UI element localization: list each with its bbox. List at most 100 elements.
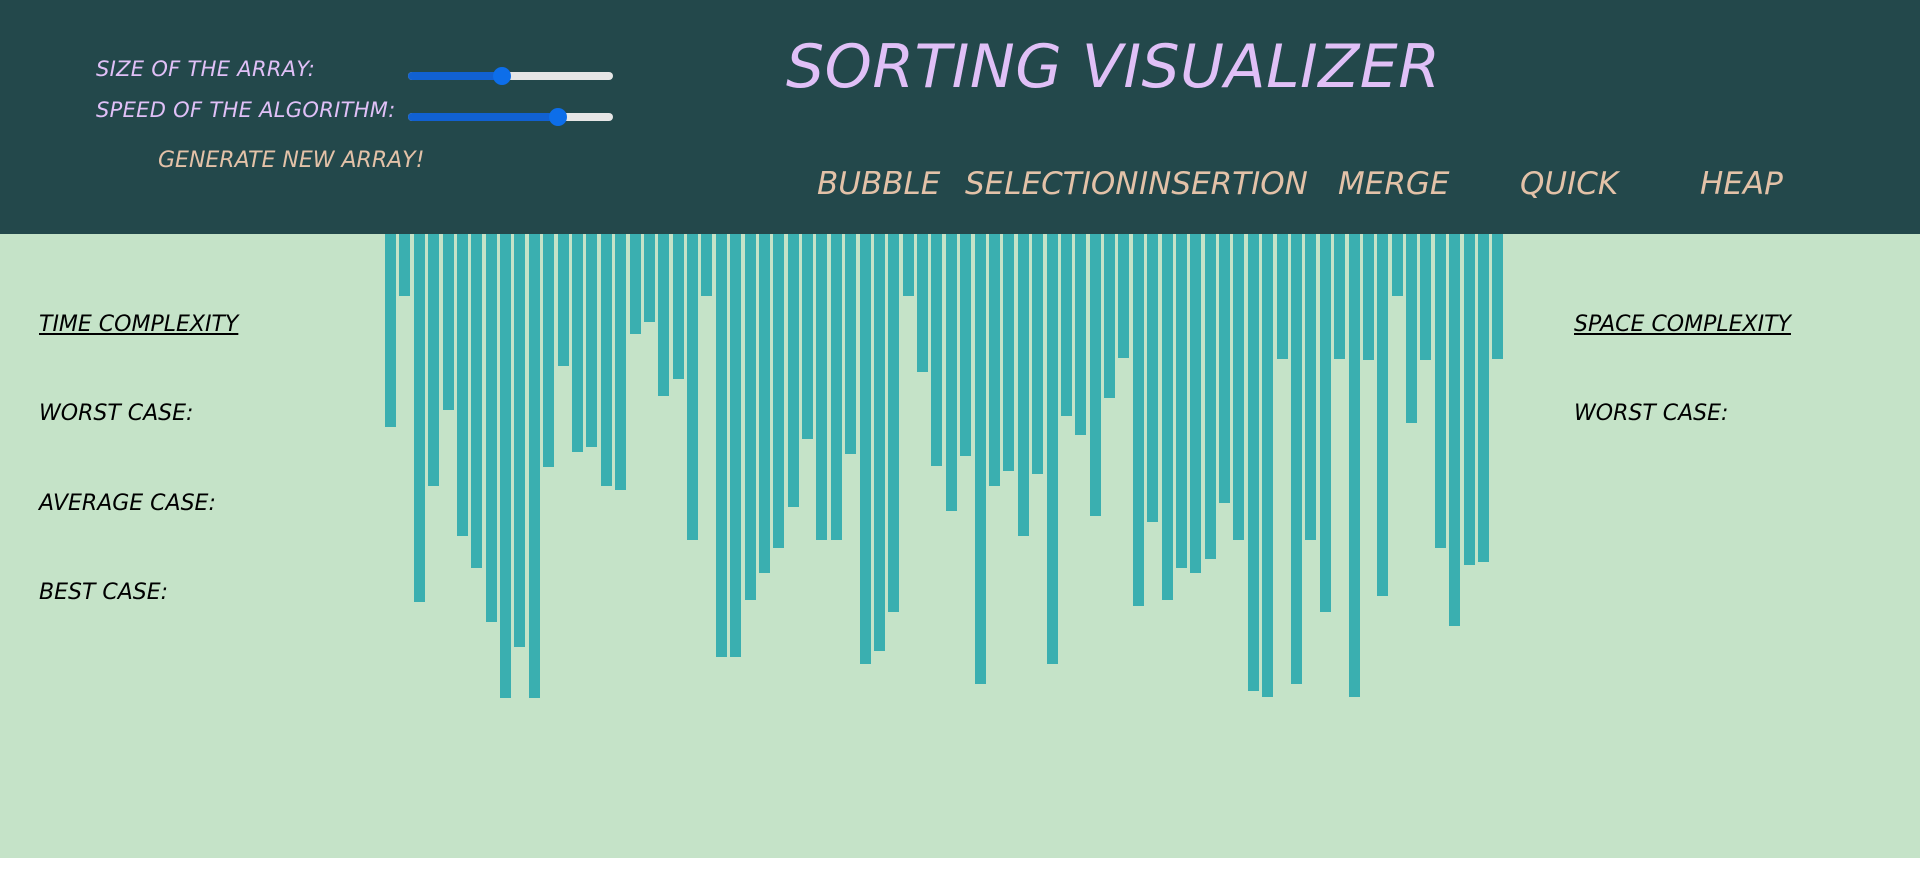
- array-bar: [1219, 234, 1230, 503]
- array-bar: [1334, 234, 1346, 359]
- array-bar: [1420, 234, 1432, 360]
- array-bar: [557, 234, 569, 366]
- array-bar: [1449, 234, 1461, 626]
- array-bar: [471, 234, 483, 568]
- array-bar: [629, 234, 641, 334]
- array-bar: [543, 234, 555, 467]
- array-bar: [1161, 234, 1173, 600]
- time-average-case-label: AVERAGE CASE:: [39, 491, 216, 516]
- array-bar: [1046, 234, 1058, 664]
- array-bar: [1089, 234, 1101, 516]
- array-bar: [485, 234, 497, 622]
- array-bar: [643, 234, 655, 322]
- array-bar: [1319, 234, 1331, 612]
- array-bar: [873, 234, 885, 651]
- insertion-sort-button[interactable]: INSERTION: [1139, 166, 1308, 202]
- array-bar: [413, 234, 425, 602]
- array-bar: [1175, 234, 1187, 568]
- array-bar: [802, 234, 813, 439]
- quick-sort-button[interactable]: QUICK: [1520, 166, 1619, 202]
- array-bar: [845, 234, 857, 454]
- array-bar: [830, 234, 842, 540]
- algorithm-speed-slider[interactable]: [408, 108, 613, 126]
- array-bar: [1348, 234, 1360, 697]
- array-bar: [1377, 234, 1389, 596]
- array-bar: [399, 234, 411, 296]
- array-bar: [1362, 234, 1374, 360]
- time-best-case-label: BEST CASE:: [39, 580, 169, 605]
- array-bar: [989, 234, 1000, 486]
- array-bar: [528, 234, 540, 698]
- array-size-label: SIZE OF THE ARRAY:: [96, 57, 316, 81]
- array-bar: [442, 234, 454, 410]
- array-bar: [1463, 234, 1475, 565]
- page-title: SORTING VISUALIZER: [786, 32, 1441, 102]
- array-bar: [960, 234, 972, 456]
- array-bar: [1003, 234, 1015, 471]
- array-bar: [1132, 234, 1144, 606]
- array-bar: [974, 234, 986, 684]
- array-bar: [1290, 234, 1302, 684]
- array-bar: [1060, 234, 1072, 416]
- algorithm-speed-label: SPEED OF THE ALGORITHM:: [96, 98, 396, 122]
- time-complexity-heading: TIME COMPLEXITY: [39, 312, 239, 337]
- array-bar: [931, 234, 943, 466]
- array-bar: [1434, 234, 1446, 548]
- array-bar: [571, 234, 583, 452]
- array-bar: [730, 234, 742, 657]
- array-bar: [1017, 234, 1029, 536]
- generate-new-array-button[interactable]: GENERATE NEW ARRAY!: [158, 148, 425, 173]
- time-worst-case-label: WORST CASE:: [39, 401, 194, 426]
- algorithm-speed-slider-thumb[interactable]: [548, 108, 567, 126]
- array-bar: [456, 234, 468, 536]
- array-bar: [1075, 234, 1087, 435]
- array-bar: [701, 234, 713, 296]
- array-bar: [1305, 234, 1317, 540]
- array-bar: [428, 234, 440, 486]
- array-bar: [1276, 234, 1288, 359]
- array-bar: [514, 234, 526, 647]
- array-bar: [500, 234, 511, 698]
- array-bar: [586, 234, 598, 447]
- array-bar: [1492, 234, 1504, 359]
- array-bar: [1147, 234, 1159, 522]
- array-bar: [615, 234, 627, 490]
- visualizer-area: TIME COMPLEXITY WORST CASE: AVERAGE CASE…: [0, 234, 1920, 858]
- array-size-slider[interactable]: [408, 67, 613, 85]
- array-bar: [1204, 234, 1216, 559]
- array-bar: [1247, 234, 1259, 691]
- array-bar: [945, 234, 957, 511]
- array-size-slider-fill: [408, 72, 503, 80]
- array-bar: [816, 234, 828, 540]
- array-bar: [1104, 234, 1115, 398]
- array-bar: [1190, 234, 1202, 573]
- array-bar: [1118, 234, 1130, 358]
- algorithm-speed-slider-fill: [408, 113, 558, 121]
- array-bar: [1391, 234, 1403, 296]
- array-bar: [658, 234, 670, 396]
- array-bar: [672, 234, 684, 379]
- array-bar: [1032, 234, 1044, 474]
- array-bar: [1406, 234, 1417, 423]
- array-bar: [917, 234, 929, 372]
- array-bar: [687, 234, 698, 540]
- array-size-slider-thumb[interactable]: [493, 67, 512, 85]
- bubble-sort-button[interactable]: BUBBLE: [817, 166, 941, 202]
- array-bar: [1233, 234, 1245, 540]
- array-bar: [773, 234, 785, 548]
- array-bar: [758, 234, 770, 573]
- array-bar: [859, 234, 871, 664]
- header-bar: SIZE OF THE ARRAY: SPEED OF THE ALGORITH…: [0, 0, 1920, 234]
- heap-sort-button[interactable]: HEAP: [1700, 166, 1783, 202]
- selection-sort-button[interactable]: SELECTION: [965, 166, 1139, 202]
- array-bar: [715, 234, 727, 657]
- space-complexity-heading: SPACE COMPLEXITY: [1574, 312, 1791, 337]
- array-bar: [1262, 234, 1274, 697]
- array-bar: [1477, 234, 1489, 562]
- array-bars: [0, 234, 1920, 858]
- array-bar: [902, 234, 914, 296]
- array-bar: [744, 234, 756, 600]
- merge-sort-button[interactable]: MERGE: [1338, 166, 1450, 202]
- array-bar: [385, 234, 396, 427]
